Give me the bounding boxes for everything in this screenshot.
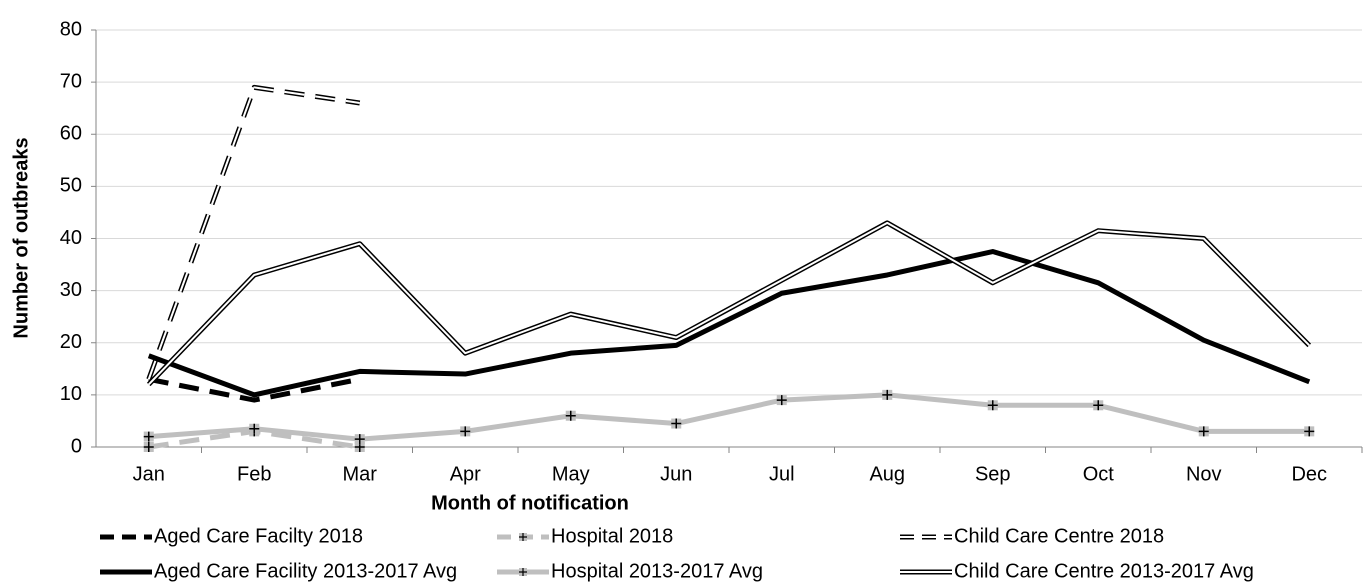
x-tick-label: Jul — [769, 463, 795, 485]
y-tick-label: 80 — [60, 18, 82, 40]
y-axis-title: Number of outbreaks — [10, 137, 32, 338]
y-tick-label: 70 — [60, 70, 82, 92]
legend-label: Child Care Centre 2013-2017 Avg — [954, 560, 1254, 582]
x-tick-label: Nov — [1186, 463, 1222, 485]
series-line-inner — [148, 221, 1310, 386]
y-tick-label: 0 — [71, 435, 82, 457]
series-line — [146, 84, 361, 381]
marker-cross — [565, 410, 576, 421]
series-line-inner — [147, 86, 360, 380]
x-tick-label: Aug — [869, 463, 905, 485]
legend-label: Child Care Centre 2018 — [954, 525, 1164, 547]
y-tick-label: 40 — [60, 227, 82, 249]
marker-cross — [143, 442, 154, 452]
series-line — [148, 392, 1310, 442]
x-tick-label: May — [552, 463, 590, 485]
y-tick-label: 50 — [60, 175, 82, 197]
marker-cross — [882, 389, 893, 400]
x-axis-title: Month of notification — [431, 492, 629, 514]
marker-cross — [671, 418, 682, 429]
marker-cross — [354, 434, 365, 445]
marker-cross — [1093, 400, 1104, 411]
marker-cross — [460, 426, 471, 437]
legend-label: Hospital 2018 — [551, 525, 673, 547]
marker-cross — [1198, 426, 1209, 437]
series-line — [148, 376, 361, 403]
x-tick-label: Sep — [975, 463, 1011, 485]
y-tick-label: 10 — [60, 383, 82, 405]
x-tick-label: Jun — [660, 463, 692, 485]
legend-marker-cross — [519, 533, 527, 541]
x-tick-label: Oct — [1083, 463, 1115, 485]
x-tick-label: Apr — [450, 463, 481, 485]
marker-cross — [249, 423, 260, 434]
x-tick-label: Dec — [1291, 463, 1327, 485]
x-tick-label: Mar — [343, 463, 378, 485]
marker-cross — [776, 395, 787, 406]
legend-label: Hospital 2013-2017 Avg — [551, 560, 763, 582]
marker-cross — [1304, 426, 1315, 437]
y-tick-label: 30 — [60, 279, 82, 301]
y-tick-label: 20 — [60, 331, 82, 353]
marker-cross — [987, 400, 998, 411]
legend-label: Aged Care Facility 2013-2017 Avg — [154, 560, 457, 582]
y-tick-label: 60 — [60, 123, 82, 145]
x-tick-label: Jan — [133, 463, 165, 485]
legend-marker-cross — [519, 568, 527, 576]
x-tick-label: Feb — [237, 463, 271, 485]
legend-label: Aged Care Facilty 2018 — [154, 525, 363, 547]
marker-cross — [143, 431, 154, 442]
series-line — [147, 249, 1311, 398]
